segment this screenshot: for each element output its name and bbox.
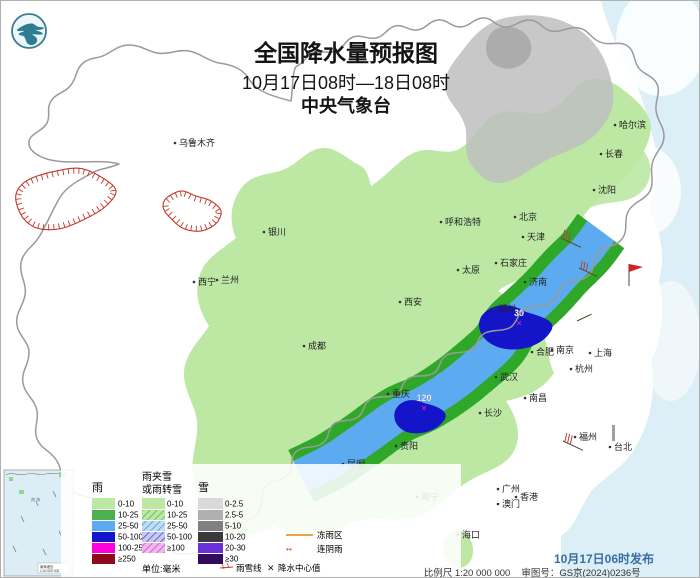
svg-text:澳门: 澳门 [502,498,520,509]
svg-text:10月17日06时发布: 10月17日06时发布 [554,551,654,566]
svg-text:西安: 西安 [404,296,422,307]
svg-text:降水中心值: 降水中心值 [278,563,321,573]
svg-text:雪: 雪 [198,481,209,494]
svg-text:0-2.5: 0-2.5 [225,500,244,509]
svg-text:10-20: 10-20 [225,533,246,542]
svg-text:上海: 上海 [594,347,612,358]
svg-text:50-100: 50-100 [167,533,192,542]
svg-text:郑州: 郑州 [498,303,516,314]
svg-text:呼和浩特: 呼和浩特 [445,216,481,227]
svg-text:台北: 台北 [614,441,632,452]
svg-text:沈阳: 沈阳 [598,184,616,195]
svg-text:天津: 天津 [527,232,545,242]
svg-text:0-10: 0-10 [167,500,184,509]
svg-text:济南: 济南 [529,276,547,287]
svg-text:重庆: 重庆 [392,388,410,399]
svg-text:雨: 雨 [92,482,103,494]
svg-text:1:40 000 000: 1:40 000 000 [40,569,59,573]
svg-text:单位:毫米: 单位:毫米 [142,563,181,574]
svg-text:连阴雨: 连阴雨 [317,544,343,554]
svg-text:石家庄: 石家庄 [500,257,527,268]
svg-text:西宁: 西宁 [198,276,216,287]
svg-text:合肥: 合肥 [536,346,554,357]
svg-text:乌鲁木齐: 乌鲁木齐 [179,137,215,148]
svg-text:北京: 北京 [519,211,537,222]
svg-text:25-50: 25-50 [118,522,139,531]
svg-text:全国降水量预报图: 全国降水量预报图 [253,40,438,66]
svg-text:武汉: 武汉 [500,371,518,382]
svg-text:福州: 福州 [579,431,597,442]
svg-text:10-25: 10-25 [118,511,139,520]
svg-text:南昌: 南昌 [529,392,547,403]
svg-text:雨雪线: 雨雪线 [236,563,262,573]
svg-text:南京: 南京 [556,344,574,355]
svg-text:≥100: ≥100 [167,544,185,553]
svg-text:长春: 长春 [605,148,623,159]
svg-text:≥250: ≥250 [118,555,136,564]
svg-text:✕: ✕ [421,404,428,413]
svg-text:0-10: 0-10 [118,500,135,509]
svg-text:25-50: 25-50 [167,522,188,531]
svg-text:哈尔滨: 哈尔滨 [619,119,646,130]
svg-text:海口: 海口 [462,529,480,540]
svg-text:太原: 太原 [462,264,480,275]
svg-text:长沙: 长沙 [484,407,502,418]
svg-text:杭州: 杭州 [575,363,593,374]
svg-text:雨夹雪: 雨夹雪 [142,470,172,483]
svg-text:冻雨区: 冻雨区 [317,530,343,540]
svg-text:✕: ✕ [267,563,275,573]
svg-text:5-10: 5-10 [225,522,242,531]
svg-text:中央气象台: 中央气象台 [301,95,391,116]
svg-text:10月17日08时—18日08时: 10月17日08时—18日08时 [242,73,450,93]
svg-text:50-100: 50-100 [118,533,143,542]
svg-text:审图号：GS京(2024)0236号: 审图号：GS京(2024)0236号 [521,567,640,577]
svg-text:••: •• [286,544,292,554]
svg-text:或雨转雪: 或雨转雪 [142,483,182,496]
svg-text:兰州: 兰州 [221,274,239,285]
svg-text:2.5-5: 2.5-5 [225,511,244,520]
svg-text:香港: 香港 [520,491,538,502]
svg-text:20-30: 20-30 [225,544,246,553]
svg-text:比例尺 1:20 000 000: 比例尺 1:20 000 000 [424,567,511,577]
svg-text:南 海: 南 海 [31,496,40,502]
svg-text:贵阳: 贵阳 [400,440,418,451]
svg-text:10-25: 10-25 [167,511,188,520]
svg-text:120: 120 [416,393,431,403]
svg-text:广州: 广州 [502,483,520,494]
svg-text:银川: 银川 [268,226,286,237]
svg-text:成都: 成都 [308,340,326,351]
